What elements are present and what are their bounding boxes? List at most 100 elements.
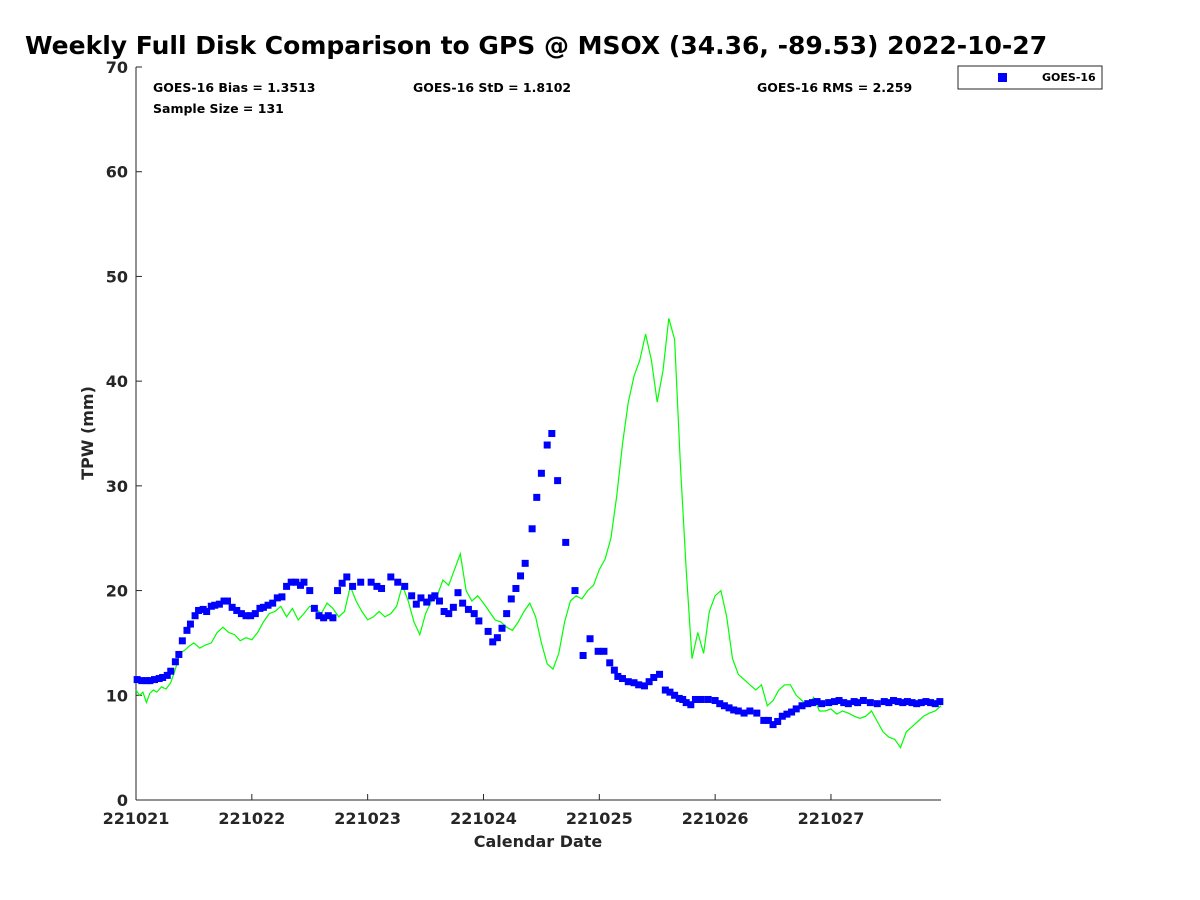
x-tick-label: 221026 <box>682 809 749 828</box>
goes16-point <box>475 617 483 625</box>
goes16-point <box>320 614 328 622</box>
x-tick-label: 221027 <box>798 809 865 828</box>
gps-series <box>135 318 942 749</box>
goes16-point <box>401 582 409 590</box>
goes16-point <box>682 699 690 707</box>
y-tick-label: 20 <box>106 582 128 601</box>
goes16-point <box>163 671 171 679</box>
goes16-point <box>171 658 179 666</box>
goes16-point <box>449 603 457 611</box>
goes16-point <box>917 699 925 707</box>
goes16-point <box>459 599 467 607</box>
goes16-point <box>247 612 255 620</box>
goes16-point <box>287 578 295 586</box>
y-tick-label: 30 <box>106 477 128 496</box>
goes16-point <box>606 659 614 667</box>
goes16-point <box>159 673 167 681</box>
goes16-point <box>818 700 826 708</box>
goes16-point <box>610 666 618 674</box>
legend: GOES-16 <box>957 65 1103 90</box>
goes16-point <box>844 700 852 708</box>
goes16-point <box>191 612 199 620</box>
goes16-point <box>645 678 653 686</box>
goes16-point <box>300 578 308 586</box>
plot-area: 0 10 20 30 40 50 60 70 221021 221022 221023 221024… <box>103 58 944 828</box>
x-axis-label: Calendar Date <box>474 832 603 851</box>
goes16-point <box>687 701 695 709</box>
goes16-point <box>671 691 679 699</box>
goes16-point <box>927 699 935 707</box>
goes16-point <box>571 587 579 595</box>
goes16-point <box>922 698 930 706</box>
goes16-point <box>521 559 529 567</box>
y-tick-label: 70 <box>106 58 128 77</box>
goes16-point <box>378 584 386 592</box>
goes16-point <box>412 600 420 608</box>
y-tick-label: 0 <box>117 791 128 810</box>
goes16-point <box>798 702 806 710</box>
sample-size-stat: Sample Size = 131 <box>153 101 284 116</box>
goes16-point <box>503 610 511 618</box>
goes16-point <box>890 697 898 705</box>
y-tick-label: 50 <box>106 267 128 286</box>
x-tick-label: 221023 <box>334 809 401 828</box>
chart-title: Weekly Full Disk Comparison to GPS @ MSO… <box>25 31 1047 60</box>
goes16-point <box>306 587 314 595</box>
goes16-point <box>349 582 357 590</box>
goes16-point <box>394 578 402 586</box>
goes16-point <box>338 579 346 587</box>
y-tick-label: 40 <box>106 372 128 391</box>
goes16-point <box>292 578 300 586</box>
goes16-point <box>656 670 664 678</box>
goes16-point <box>808 699 816 707</box>
bias-stat: GOES-16 Bias = 1.3513 <box>153 80 315 95</box>
goes16-point <box>175 650 183 658</box>
goes16-point <box>548 430 556 437</box>
goes16-point <box>792 705 800 713</box>
goes16-point <box>228 603 236 611</box>
goes16-point <box>554 477 562 485</box>
goes16-point <box>825 699 833 707</box>
goes16-point <box>464 605 472 613</box>
goes16-point <box>697 695 705 703</box>
goes16-point <box>913 700 921 708</box>
legend-label-goes16: GOES-16 <box>1042 71 1096 84</box>
goes16-point <box>440 608 448 616</box>
goes16-point <box>835 697 843 705</box>
goes16-point <box>408 592 416 600</box>
goes16-point <box>484 627 492 635</box>
goes16-point <box>753 709 761 717</box>
goes16-point <box>740 709 748 717</box>
goes16-point <box>788 708 796 716</box>
goes16-point <box>691 695 699 703</box>
goes16-point <box>242 612 250 620</box>
goes16-point <box>760 716 768 724</box>
goes16-point <box>866 699 874 707</box>
goes16-point <box>533 493 541 501</box>
legend-marker-goes16 <box>998 73 1007 82</box>
goes16-point <box>931 700 939 708</box>
goes16-point <box>630 679 638 687</box>
goes16-point <box>537 469 545 477</box>
goes16-point <box>894 698 902 706</box>
goes16-point <box>666 688 674 696</box>
goes16-point <box>661 686 669 694</box>
goes16-point <box>774 717 782 725</box>
y-axis-label: TPW (mm) <box>78 386 97 480</box>
goes16-point <box>528 525 536 533</box>
goes16-point <box>704 695 712 703</box>
goes16-point <box>273 594 281 602</box>
goes16-series <box>133 430 944 729</box>
x-tick-label: 221022 <box>218 809 285 828</box>
goes16-point <box>146 677 154 685</box>
gps-line <box>135 318 942 749</box>
goes16-point <box>334 587 342 595</box>
goes16-point <box>614 672 622 680</box>
goes16-point <box>373 582 381 590</box>
goes16-point <box>264 601 272 609</box>
goes16-point <box>840 699 848 707</box>
goes16-point <box>885 699 893 707</box>
y-tick-label: 10 <box>106 686 128 705</box>
goes16-point <box>880 698 888 706</box>
